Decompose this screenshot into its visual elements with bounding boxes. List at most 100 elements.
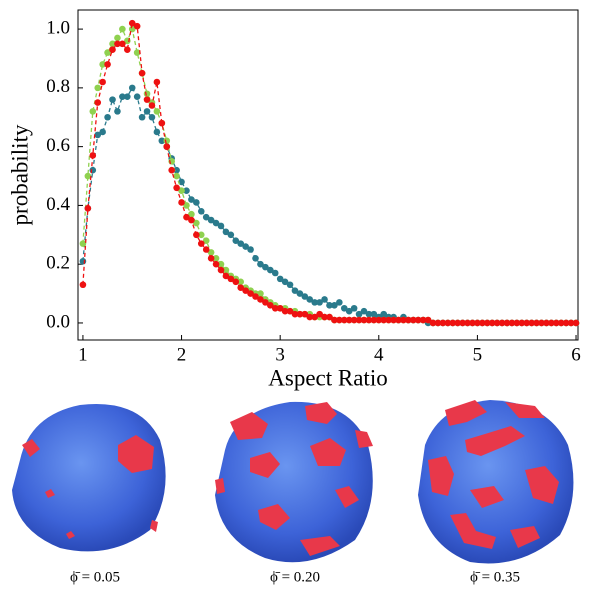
data-point <box>518 319 526 327</box>
data-point <box>237 240 245 247</box>
data-point <box>168 166 175 174</box>
data-point <box>271 304 279 312</box>
data-point <box>84 205 92 212</box>
data-point <box>276 275 284 283</box>
series-line <box>82 86 576 324</box>
data-point <box>350 304 358 312</box>
data-point <box>513 319 521 327</box>
data-point <box>227 231 235 239</box>
data-point <box>183 202 190 209</box>
data-point <box>267 302 274 309</box>
data-point <box>370 316 378 324</box>
x-tick-label: 1 <box>78 344 88 365</box>
data-point <box>331 316 338 324</box>
data-point <box>306 313 314 321</box>
x-tick-label: 2 <box>177 344 187 365</box>
data-point <box>543 319 550 327</box>
data-point <box>119 93 126 100</box>
data-point <box>400 316 407 324</box>
data-point <box>207 249 215 256</box>
data-point <box>84 172 92 180</box>
data-point <box>350 316 358 324</box>
data-point <box>89 166 97 174</box>
data-point <box>79 240 87 247</box>
data-point <box>557 319 565 327</box>
data-point <box>178 187 185 195</box>
data-point <box>380 310 388 318</box>
data-point <box>202 213 210 221</box>
data-point <box>237 278 245 286</box>
data-point <box>276 304 284 312</box>
data-point <box>306 296 314 303</box>
data-point <box>232 237 240 244</box>
data-point <box>419 316 427 324</box>
x-tick-label: 4 <box>374 344 384 365</box>
data-point <box>212 260 220 268</box>
data-point <box>89 152 97 159</box>
data-point <box>128 19 136 27</box>
data-point <box>128 84 136 92</box>
data-point <box>79 281 87 289</box>
data-point <box>133 49 141 56</box>
data-point <box>291 287 299 294</box>
data-point <box>222 228 230 236</box>
data-point <box>405 316 412 324</box>
data-point <box>119 25 126 33</box>
data-point <box>119 40 126 48</box>
data-point <box>286 281 294 289</box>
data-point <box>143 108 151 115</box>
data-point <box>237 284 245 291</box>
data-point <box>207 216 215 224</box>
data-point <box>153 128 161 136</box>
data-point <box>311 299 318 306</box>
data-point <box>365 316 373 324</box>
data-point <box>133 22 141 30</box>
data-point <box>355 310 363 318</box>
vesicle-1 <box>12 404 166 552</box>
data-point <box>262 299 269 306</box>
data-point <box>267 266 274 274</box>
data-point <box>104 49 111 56</box>
data-point <box>247 290 254 297</box>
data-point <box>296 310 304 318</box>
data-point <box>464 319 471 327</box>
data-point <box>143 90 151 98</box>
data-point <box>79 257 87 265</box>
data-point <box>183 213 190 221</box>
data-point <box>410 316 417 324</box>
data-point <box>178 178 185 186</box>
data-point <box>188 210 195 218</box>
data-point <box>454 319 461 327</box>
data-point <box>424 316 432 324</box>
data-point <box>148 102 156 109</box>
data-point <box>345 307 353 315</box>
data-point <box>158 137 166 145</box>
data-point <box>523 319 531 327</box>
data-point <box>257 290 264 297</box>
y-tick-label: 1.0 <box>46 17 70 38</box>
data-point <box>183 187 190 195</box>
data-point <box>188 196 195 203</box>
data-point <box>257 296 264 303</box>
data-point <box>493 319 501 327</box>
caption: ϕ̄ = 0.05 <box>70 569 120 585</box>
data-point <box>202 246 210 253</box>
data-point <box>143 96 151 103</box>
data-point <box>528 319 535 327</box>
data-point <box>197 207 205 215</box>
data-point <box>114 34 121 42</box>
data-point <box>153 108 161 115</box>
x-tick-label: 6 <box>571 344 581 365</box>
data-point <box>188 216 195 224</box>
data-point <box>548 319 555 327</box>
data-point <box>173 184 180 192</box>
data-point <box>533 319 540 327</box>
data-point <box>99 61 106 68</box>
data-point <box>217 260 225 268</box>
data-point <box>133 93 141 100</box>
data-point <box>390 316 397 324</box>
data-point <box>414 316 422 324</box>
data-point <box>94 99 102 106</box>
data-point <box>212 219 220 227</box>
